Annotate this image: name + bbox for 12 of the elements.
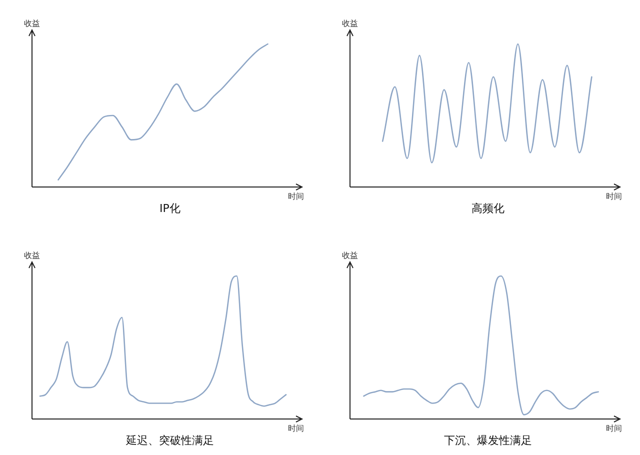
text: 高频化 [472, 202, 504, 215]
y-axis-title: 收益 [342, 19, 358, 28]
x-axis-title: 时间 [606, 424, 622, 433]
x-axis-title: 时间 [606, 192, 622, 201]
text: 延迟、突破性满足 [125, 434, 214, 447]
x-axis-title: 时间 [288, 192, 304, 201]
y-axis-title: 收益 [24, 19, 40, 28]
x-axis-title: 时间 [288, 424, 304, 433]
y-axis-title: 收益 [24, 251, 40, 260]
text: IP化 [160, 202, 180, 215]
text: 下沉、爆发性满足 [444, 434, 532, 447]
y-axis-title: 收益 [342, 251, 358, 260]
